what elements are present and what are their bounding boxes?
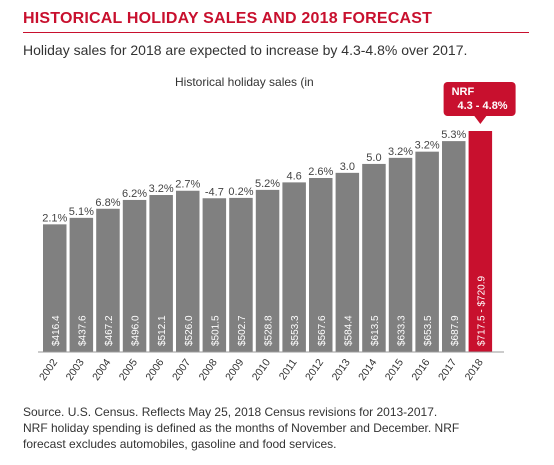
source-line: NRF holiday spending is defined as the m… <box>23 421 460 435</box>
x-tick-label: 2006 <box>143 357 166 383</box>
growth-label: 4.6 <box>287 170 302 182</box>
chart-title: HISTORICAL HOLIDAY SALES AND 2018 FORECA… <box>23 10 433 27</box>
growth-label: 0.2% <box>228 186 253 198</box>
forecast-callout-line2: 4.3 - 4.8% <box>457 100 507 112</box>
bar-value-label: $467.2 <box>104 315 115 346</box>
x-tick-label: 2003 <box>64 357 87 383</box>
x-tick-label: 2012 <box>303 357 326 383</box>
bar-value-label: $653.5 <box>423 315 434 346</box>
bar-value-label: $567.6 <box>317 315 328 346</box>
x-tick-label: 2002 <box>37 357 60 383</box>
x-tick-label: 2007 <box>170 357 193 383</box>
forecast-callout-pointer <box>474 116 487 124</box>
chart-subtitle: Holiday sales for 2018 are expected to i… <box>23 42 468 58</box>
bar <box>388 157 413 352</box>
x-tick-label: 2017 <box>436 357 459 383</box>
growth-label: 3.2% <box>415 140 440 152</box>
growth-label: 2.7% <box>175 179 200 191</box>
bar <box>43 224 67 352</box>
x-tick-label: 2011 <box>277 357 300 383</box>
bar <box>362 163 386 352</box>
growth-label: -4.7 <box>205 186 224 198</box>
source-note: Source. U.S. Census. Reflects May 25, 20… <box>23 404 533 452</box>
bar-value-label: $496.0 <box>131 315 142 346</box>
bar <box>149 195 173 352</box>
growth-label: 3.2% <box>149 183 174 195</box>
bar-value-label: $633.3 <box>397 315 408 346</box>
bar-value-label: $717.5 - $720.9 <box>476 276 487 346</box>
growth-label: 5.1% <box>69 206 94 218</box>
forecast-bar <box>468 131 493 352</box>
growth-label: 2.1% <box>42 212 67 224</box>
bar <box>309 177 333 352</box>
bar-value-label: $502.7 <box>237 315 248 346</box>
x-tick-label: 2016 <box>409 357 432 383</box>
growth-label: 6.2% <box>122 188 147 200</box>
growth-label: 5.2% <box>255 178 280 190</box>
title-rule <box>23 32 529 33</box>
x-tick-label: 2018 <box>463 357 486 383</box>
x-tick-label: 2013 <box>330 357 353 383</box>
chart-axis-title: Historical holiday sales (in <box>175 75 314 89</box>
bar <box>335 172 360 352</box>
bars-group: $416.4 2.1% 2002 $437.6 5.1% 2003 $467.2 6.8% 20… <box>37 82 516 383</box>
growth-label: 5.0 <box>366 152 381 164</box>
bar-value-label: $501.5 <box>210 315 221 346</box>
growth-label: 2.6% <box>308 166 333 178</box>
bar-value-label: $528.8 <box>264 315 275 346</box>
growth-label: 6.8% <box>95 197 120 209</box>
bar-value-label: $687.9 <box>450 315 461 346</box>
bar <box>122 199 147 352</box>
x-tick-label: 2008 <box>197 357 220 383</box>
growth-label: 3.2% <box>388 146 413 158</box>
bar <box>202 198 227 352</box>
x-tick-label: 2004 <box>90 357 113 383</box>
bar-value-label: $416.4 <box>51 315 62 346</box>
bar <box>96 208 120 352</box>
forecast-callout-line1: NRF <box>452 86 475 98</box>
bar-value-label: $526.0 <box>184 315 195 346</box>
bar-value-label: $584.4 <box>343 315 354 346</box>
bar-value-label: $512.1 <box>157 315 168 346</box>
bar <box>255 189 280 352</box>
x-tick-label: 2014 <box>356 357 379 383</box>
bar <box>229 197 253 352</box>
bar-value-label: $437.6 <box>77 315 88 346</box>
bar <box>282 182 306 352</box>
bar <box>415 151 439 352</box>
x-tick-label: 2010 <box>250 357 273 383</box>
growth-label: 5.3% <box>441 129 466 141</box>
bar <box>69 217 94 352</box>
bar-chart: Historical holiday sales (in $416.4 2.1% 2… <box>37 75 516 383</box>
x-tick-label: 2005 <box>117 357 140 383</box>
source-line: forecast excludes automobiles, gasoline … <box>23 437 337 451</box>
bar-value-label: $553.3 <box>290 315 301 346</box>
growth-label: 3.0 <box>340 161 355 173</box>
bar <box>442 141 466 352</box>
x-tick-label: 2009 <box>223 357 246 383</box>
bar <box>176 190 200 352</box>
x-tick-label: 2015 <box>383 357 406 383</box>
bar-value-label: $613.5 <box>370 315 381 346</box>
forecast-callout-box <box>443 82 516 116</box>
source-line: Source. U.S. Census. Reflects May 25, 20… <box>23 405 438 419</box>
